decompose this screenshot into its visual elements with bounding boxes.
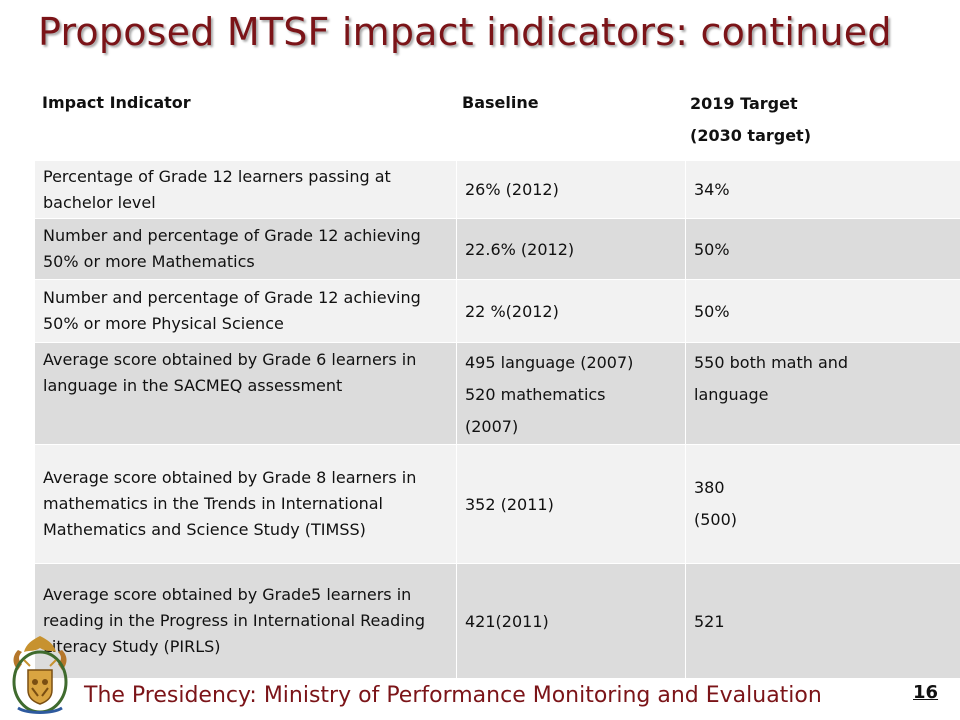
table-row: Average score obtained by Grade 8 learne… xyxy=(34,444,960,564)
page-number: 16 xyxy=(913,682,939,703)
indicator-cell: Average score obtained by Grade 8 learne… xyxy=(34,444,457,564)
header-target: 2019 Target (2030 target) xyxy=(690,88,811,152)
header-baseline: Baseline xyxy=(462,93,539,112)
baseline-line: 495 language (2007) xyxy=(465,353,634,372)
header-impact-indicator: Impact Indicator xyxy=(42,93,191,112)
baseline-cell: 22.6% (2012) xyxy=(456,218,686,280)
target-line: 550 both math and xyxy=(694,353,849,372)
target-cell: 550 both math and language xyxy=(685,342,960,445)
target-cell: 521 xyxy=(685,563,960,679)
target-cell: 380 (500) xyxy=(685,444,960,564)
table-row: Number and percentage of Grade 12 achiev… xyxy=(34,279,960,343)
indicator-cell: Number and percentage of Grade 12 achiev… xyxy=(34,279,457,343)
target-stack: 380 (500) xyxy=(694,472,953,536)
header-target-line1: 2019 Target xyxy=(690,94,798,113)
baseline-cell: 495 language (2007) 520 mathematics (200… xyxy=(456,342,686,445)
baseline-cell: 352 (2011) xyxy=(456,444,686,564)
baseline-cell: 26% (2012) xyxy=(456,160,686,219)
indicators-table: Percentage of Grade 12 learners passing … xyxy=(34,160,960,679)
header-target-line2: (2030 target) xyxy=(690,126,812,145)
target-line: 380 xyxy=(694,478,725,497)
table-row: Number and percentage of Grade 12 achiev… xyxy=(34,218,960,280)
baseline-line: (2007) xyxy=(465,417,519,436)
indicator-cell: Number and percentage of Grade 12 achiev… xyxy=(34,218,457,280)
indicator-cell: Percentage of Grade 12 learners passing … xyxy=(34,160,457,219)
baseline-line: 520 mathematics xyxy=(465,385,606,404)
coat-of-arms-icon xyxy=(12,636,68,714)
target-line: (500) xyxy=(694,510,738,529)
target-line: language xyxy=(694,385,769,404)
indicator-cell: Average score obtained by Grade 6 learne… xyxy=(34,342,457,445)
table-row: Average score obtained by Grade 6 learne… xyxy=(34,342,960,445)
baseline-cell: 22 %(2012) xyxy=(456,279,686,343)
target-cell: 50% xyxy=(685,279,960,343)
target-cell: 34% xyxy=(685,160,960,219)
table-row: Percentage of Grade 12 learners passing … xyxy=(34,160,960,219)
slide-title: Proposed MTSF impact indicators: continu… xyxy=(38,10,892,54)
indicator-cell: Average score obtained by Grade5 learner… xyxy=(34,563,457,679)
table-row: Average score obtained by Grade5 learner… xyxy=(34,563,960,679)
baseline-cell: 421(2011) xyxy=(456,563,686,679)
footer-text: The Presidency: Ministry of Performance … xyxy=(84,683,822,708)
target-cell: 50% xyxy=(685,218,960,280)
